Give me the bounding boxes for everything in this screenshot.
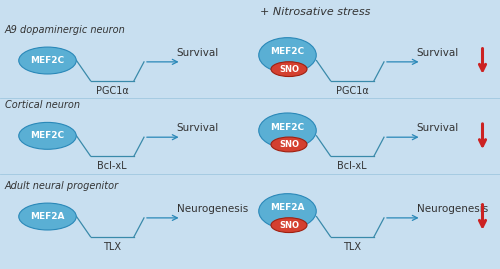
Ellipse shape: [271, 218, 307, 232]
Ellipse shape: [19, 203, 76, 230]
Text: Survival: Survival: [176, 48, 219, 58]
Text: Bcl-xL: Bcl-xL: [338, 161, 367, 171]
Text: PGC1α: PGC1α: [96, 86, 128, 95]
Text: TLX: TLX: [104, 242, 121, 252]
Text: MEF2C: MEF2C: [270, 47, 304, 56]
Ellipse shape: [19, 122, 76, 149]
Ellipse shape: [259, 38, 316, 73]
Text: MEF2A: MEF2A: [270, 203, 305, 213]
Text: Neurogenesis: Neurogenesis: [176, 204, 248, 214]
Text: Survival: Survival: [416, 123, 459, 133]
Text: TLX: TLX: [343, 242, 361, 252]
Ellipse shape: [19, 47, 76, 74]
Ellipse shape: [259, 194, 316, 229]
Text: PGC1α: PGC1α: [336, 86, 368, 95]
Text: MEF2A: MEF2A: [30, 212, 65, 221]
Text: Neurogenesis: Neurogenesis: [416, 204, 488, 214]
Text: MEF2C: MEF2C: [30, 56, 64, 65]
Text: Adult neural progenitor: Adult neural progenitor: [5, 180, 119, 191]
Text: MEF2C: MEF2C: [30, 131, 64, 140]
Text: Survival: Survival: [416, 48, 459, 58]
Ellipse shape: [259, 113, 316, 148]
Text: SNO: SNO: [279, 221, 299, 230]
Ellipse shape: [271, 62, 307, 77]
Text: SNO: SNO: [279, 140, 299, 149]
Text: + Nitrosative stress: + Nitrosative stress: [260, 7, 370, 17]
Text: Bcl-xL: Bcl-xL: [98, 161, 127, 171]
Ellipse shape: [271, 137, 307, 152]
Text: SNO: SNO: [279, 65, 299, 74]
Text: MEF2C: MEF2C: [270, 123, 304, 132]
Text: Cortical neuron: Cortical neuron: [5, 100, 80, 110]
Text: A9 dopaminergic neuron: A9 dopaminergic neuron: [5, 24, 126, 35]
Text: Survival: Survival: [176, 123, 219, 133]
